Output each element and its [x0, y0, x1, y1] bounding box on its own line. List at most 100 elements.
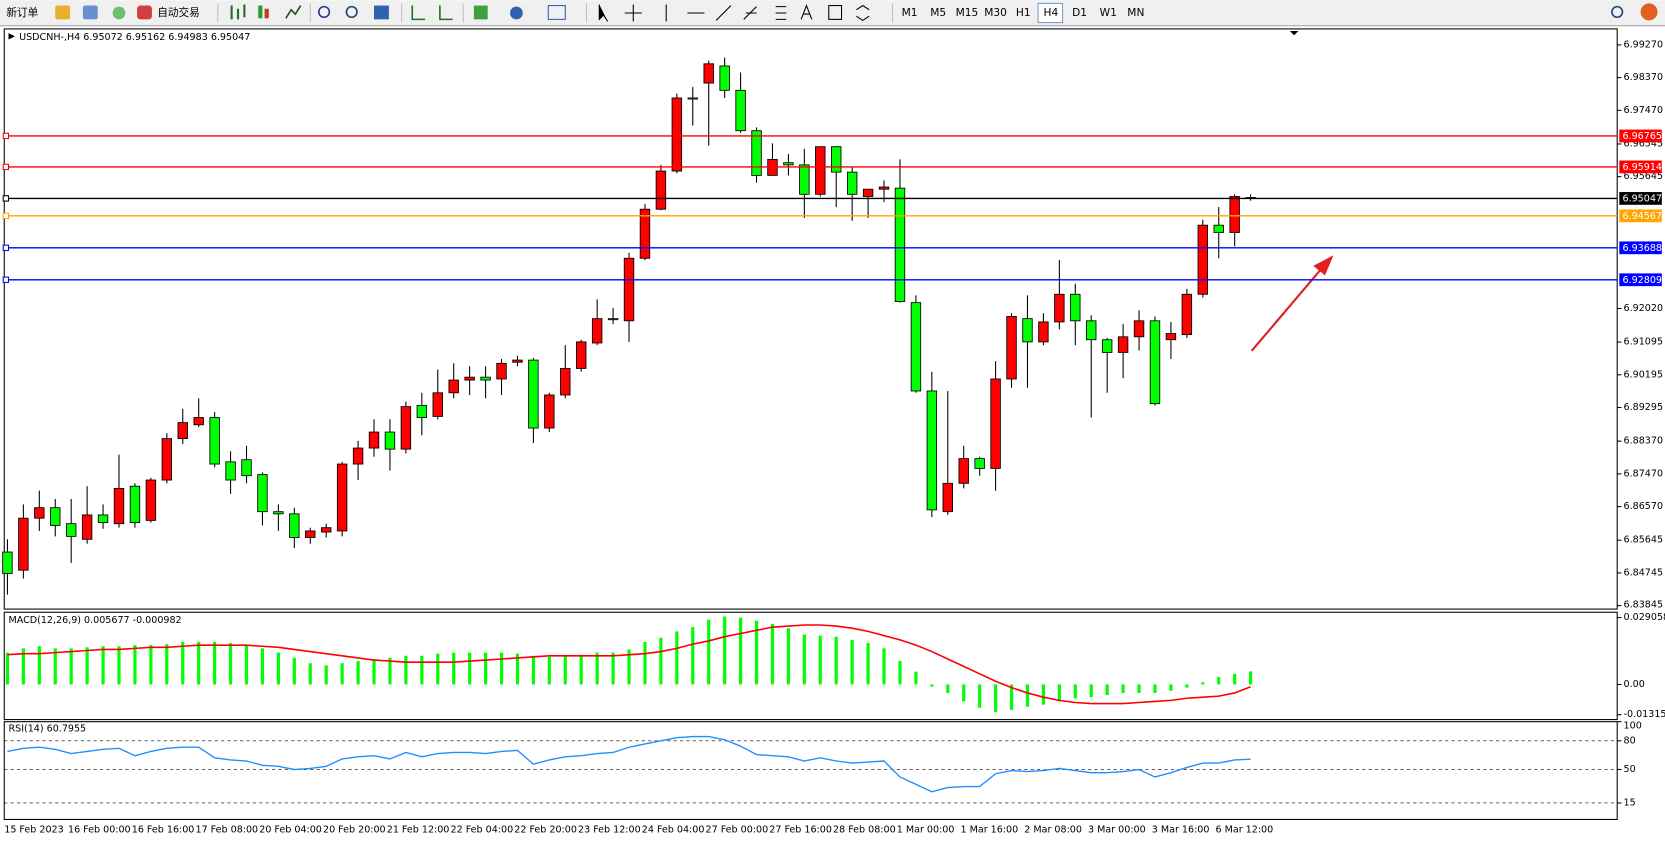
x-tick-label: 6 Mar 12:00	[1216, 825, 1274, 836]
icon-profiles[interactable]	[82, 5, 98, 20]
candle-body	[1054, 293, 1065, 323]
candle-body	[878, 186, 890, 190]
toolbar-button[interactable]: 新订单	[6, 6, 38, 19]
candle-body	[18, 517, 29, 571]
candle-body	[113, 487, 125, 525]
icon-signal[interactable]	[112, 6, 126, 20]
macd-bar	[946, 684, 950, 693]
candle-body	[209, 417, 220, 465]
macd-bar	[627, 649, 631, 685]
timeframe-button[interactable]: W1	[1100, 6, 1117, 19]
timeframe-button[interactable]: M15	[956, 6, 979, 19]
macd-bar	[818, 635, 822, 685]
macd-bar	[994, 684, 998, 713]
x-tick-label: 17 Feb 08:00	[196, 825, 259, 836]
icon-autotrade[interactable]	[137, 5, 152, 20]
candle-body	[1213, 224, 1224, 233]
candle-body	[336, 463, 348, 532]
icon-channel[interactable]	[743, 6, 757, 20]
icon-text[interactable]	[800, 4, 813, 20]
macd-bar	[914, 671, 918, 685]
icon-trendline[interactable]	[715, 5, 732, 21]
x-tick-label: 1 Mar 16:00	[961, 825, 1019, 836]
y-tick-label: 6.91095	[1624, 337, 1663, 348]
icon-autoscroll[interactable]	[439, 5, 453, 21]
y-tick-label: 50	[1624, 764, 1636, 775]
icon-line[interactable]	[285, 5, 302, 19]
macd-bar	[802, 634, 806, 685]
icon-cursor[interactable]	[598, 4, 609, 22]
icon-label[interactable]	[828, 5, 843, 20]
candle-body	[607, 318, 619, 321]
macd-bar	[468, 652, 472, 685]
macd-bar	[388, 657, 392, 685]
icon-zoom-out[interactable]	[345, 5, 358, 19]
x-tick-label: 24 Feb 04:00	[642, 825, 705, 836]
y-tick-label: -0.013154	[1624, 709, 1665, 720]
candle-body	[305, 530, 316, 538]
macd-bar	[5, 652, 10, 685]
x-tick-label: 2 Mar 08:00	[1024, 825, 1082, 836]
timeframe-button[interactable]: H1	[1016, 6, 1031, 19]
price-label: 6.93688	[1622, 243, 1661, 254]
price-label: 6.95914	[1622, 162, 1661, 173]
candle-body	[942, 482, 953, 513]
timeframe-button[interactable]: MN	[1127, 6, 1144, 19]
icon-notifications[interactable]	[1640, 3, 1658, 21]
macd-bar	[292, 657, 296, 685]
icon-candles[interactable]	[258, 5, 263, 19]
icon-periods[interactable]	[510, 6, 523, 20]
icon-fibo[interactable]	[775, 6, 787, 20]
candle-body	[1229, 196, 1240, 233]
icon-crosshair[interactable]	[624, 4, 642, 22]
candle-body	[560, 368, 571, 396]
icon-zoom-in[interactable]	[317, 5, 331, 19]
candle-body	[958, 458, 969, 484]
icon-shift[interactable]	[411, 5, 426, 21]
macd-bar	[324, 665, 328, 685]
candle-body	[81, 514, 93, 540]
x-tick-label: 3 Mar 16:00	[1152, 825, 1210, 836]
timeframe-button[interactable]: H4	[1043, 6, 1058, 19]
macd-bar	[69, 648, 73, 685]
y-tick-label: 6.83845	[1624, 599, 1663, 610]
x-tick-label: 27 Feb 00:00	[706, 825, 769, 836]
timeframe-button[interactable]: M30	[984, 6, 1007, 19]
macd-bar	[340, 663, 344, 685]
candle-body	[719, 65, 730, 91]
y-tick-label: 6.97470	[1624, 105, 1663, 116]
macd-bar	[53, 648, 57, 685]
macd-bar	[531, 655, 535, 685]
macd-bar	[611, 652, 615, 685]
candle-body	[400, 406, 412, 450]
icon-templates[interactable]	[547, 5, 566, 20]
icon-arrows[interactable]	[856, 4, 870, 22]
icon-folder[interactable]	[55, 5, 71, 20]
candle-body	[1086, 320, 1097, 341]
timeframe-button[interactable]: M1	[902, 6, 918, 19]
y-tick-label: 0.029058	[1624, 612, 1665, 623]
candle-body	[783, 162, 794, 166]
candle-body	[241, 459, 252, 477]
macd-bar	[260, 648, 265, 685]
macd-bar	[1025, 684, 1030, 707]
price-label-box	[1619, 241, 1662, 255]
toolbar-button[interactable]: 自动交易	[157, 6, 199, 19]
main-pane	[3, 28, 1618, 610]
candle-body	[320, 527, 332, 533]
macd-bar	[1105, 684, 1109, 696]
icon-search[interactable]	[1611, 5, 1624, 19]
icon-tile[interactable]	[374, 5, 389, 20]
candle-body	[273, 511, 284, 515]
macd-bar	[1073, 684, 1077, 699]
candle-body	[97, 514, 109, 524]
icon-bars[interactable]	[230, 4, 246, 20]
y-tick-label: 6.92020	[1624, 303, 1663, 314]
timeframe-button[interactable]: D1	[1072, 6, 1087, 19]
macd-bar	[356, 661, 360, 685]
x-tick-label: 16 Feb 00:00	[68, 825, 131, 836]
timeframe-button[interactable]: M5	[930, 6, 946, 19]
y-tick-label: 6.99270	[1624, 39, 1663, 50]
candle-body	[591, 318, 603, 344]
icon-indicators[interactable]	[473, 5, 488, 20]
